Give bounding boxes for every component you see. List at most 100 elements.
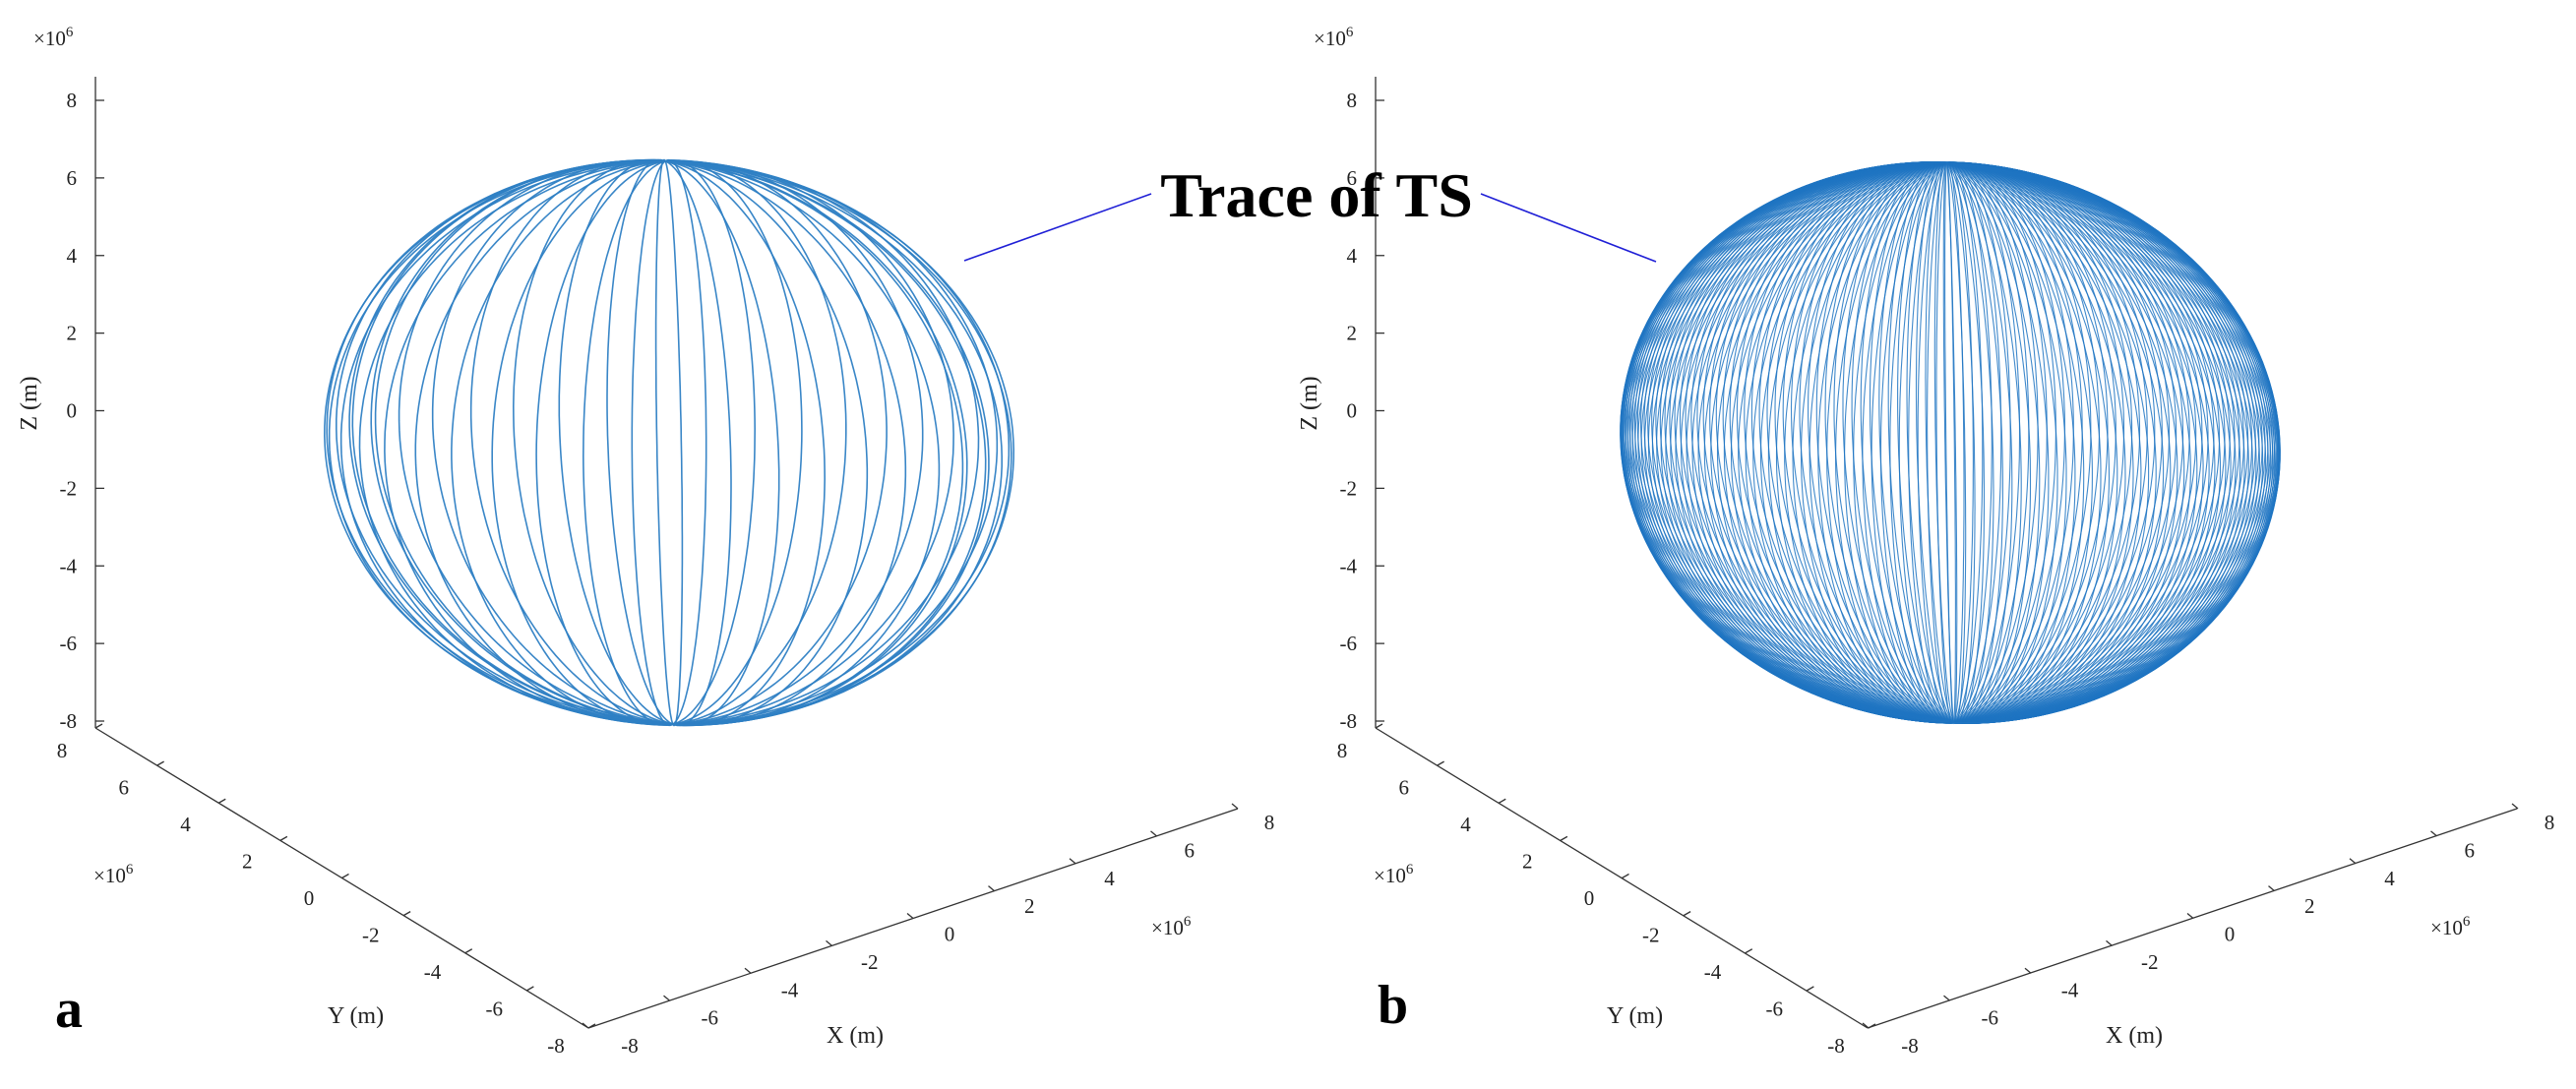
y-tick-label: -4	[1704, 960, 1722, 984]
orbit-line	[1898, 161, 2002, 724]
y-tick-label: -6	[486, 998, 504, 1021]
orbit-line	[1750, 161, 2150, 724]
orbit-line	[654, 158, 684, 727]
x-multiplier-a: ×106	[1151, 914, 1192, 939]
x-tick-mark	[1862, 1022, 1870, 1029]
y-multiplier-a: ×106	[93, 862, 134, 887]
orbit-line	[1745, 161, 2156, 724]
y-tick-label: 6	[1399, 776, 1410, 800]
z-multiplier-b: ×106	[1314, 25, 1354, 50]
y-tick-label: -8	[1827, 1034, 1845, 1058]
x-tick-mark	[2511, 803, 2519, 810]
y-multiplier-b: ×106	[1374, 862, 1414, 887]
y-tick-label: 8	[57, 739, 68, 762]
x-tick-mark	[1943, 995, 1950, 1001]
y-tick-mark	[1745, 948, 1753, 954]
x-tick-label: 8	[1264, 811, 1275, 834]
z-tick-label: -2	[1340, 476, 1358, 500]
x-tick-label: -8	[621, 1034, 639, 1058]
y-tick-label: 4	[1460, 813, 1471, 836]
y-tick-mark	[1807, 986, 1814, 992]
y-tick-mark	[402, 911, 411, 917]
z-tick-label: -6	[1340, 632, 1358, 655]
x-tick-mark	[2349, 858, 2357, 865]
orbit-line	[582, 158, 757, 727]
y-tick-label: 8	[1337, 739, 1348, 762]
x-tick-label: 6	[2465, 838, 2476, 862]
y-tick-mark	[341, 873, 349, 879]
orbit-line	[1933, 161, 1967, 724]
z-tick-label: -8	[1340, 709, 1358, 733]
orbit-line	[1844, 161, 2056, 724]
y-tick-label: -2	[362, 924, 380, 947]
z-tick-label: 4	[67, 244, 78, 268]
y-tick-mark	[94, 723, 103, 729]
z-tick-label: 4	[1347, 244, 1358, 268]
orbit-line	[1842, 160, 2058, 725]
annotation-text: Trace of TS	[1160, 160, 1473, 230]
x-tick-label: -8	[1901, 1034, 1919, 1058]
x-tick-label: -2	[2141, 950, 2159, 974]
orbit-line	[1906, 160, 1994, 725]
orbit-line	[1927, 161, 1974, 724]
z-multiplier-a: ×106	[33, 25, 74, 50]
x-tick-label: 6	[1185, 838, 1196, 862]
y-tick-mark	[217, 798, 226, 804]
z-tick-label: 2	[1347, 322, 1358, 345]
x-tick-label: -6	[1982, 1006, 1999, 1030]
y-tick-label: -8	[547, 1034, 565, 1058]
y-tick-mark	[1622, 873, 1629, 879]
axis-ticks-a: 8 6 4 2 0 -2 -4 -6 -8 8 6 4 2 0 -2 -4 -6 -8 -8 -6 -4 -2 0 2 4 6 8	[57, 89, 1275, 1058]
x-tick-label: -4	[2061, 978, 2079, 1001]
y-tick-mark	[526, 986, 534, 992]
y-axis-label-a: Y (m)	[328, 1003, 384, 1029]
y-tick-label: 4	[180, 813, 191, 836]
orbit-line	[326, 159, 1012, 726]
z-tick-label: -4	[60, 554, 78, 577]
z-tick-label: -4	[1340, 554, 1358, 577]
x-tick-mark	[2024, 967, 2032, 974]
x-tick-mark	[988, 885, 995, 892]
z-axis-label-b: Z (m)	[1297, 376, 1322, 430]
orbit-line	[1767, 161, 2133, 724]
x-axis-label-b: X (m)	[2106, 1023, 2163, 1049]
orbit-line	[1738, 161, 2163, 724]
orbit-line	[384, 159, 954, 726]
y-tick-label: 0	[304, 886, 315, 910]
y-tick-mark	[1868, 1023, 1876, 1029]
x-tick-mark	[744, 967, 752, 974]
orbit-line	[1758, 161, 2142, 724]
x-tick-label: 0	[2225, 923, 2236, 946]
orbit-line	[431, 159, 907, 726]
orbit-line	[606, 158, 732, 727]
panel-a: 8 6 4 2 0 -2 -4 -6 -8 8 6 4 2 0 -2 -4 -6 -8 -8 -6 -4 -2 0 2 4 68 …	[17, 25, 1274, 1058]
x-tick-label: 0	[945, 923, 955, 946]
x-tick-mark	[1150, 830, 1157, 837]
x-tick-label: 2	[1024, 894, 1035, 918]
annotation-leader-left	[963, 193, 1152, 262]
orbit-line	[1835, 161, 2065, 724]
orbit-line	[631, 158, 707, 727]
y-tick-mark	[1375, 723, 1383, 729]
panel-label-a: a	[55, 979, 83, 1040]
orbit-line	[1935, 161, 1965, 724]
annotation-leader-right	[1480, 193, 1657, 263]
orbit-line	[558, 158, 780, 727]
y-tick-label: -4	[424, 960, 442, 984]
z-tick-label: 0	[67, 399, 78, 423]
z-tick-label: 2	[67, 322, 78, 345]
orbit-line	[1833, 160, 2067, 725]
trace-annotation: Trace of TS	[963, 160, 1657, 263]
x-tick-label: 8	[2545, 811, 2555, 834]
z-tick-label: 8	[67, 89, 78, 112]
orbit-trace-b	[1620, 160, 2281, 725]
orbit-line	[1860, 160, 2041, 725]
x-tick-label: -6	[702, 1006, 719, 1030]
orbit-line	[1908, 161, 1993, 724]
y-tick-mark	[1498, 798, 1506, 804]
orbit-line	[1709, 161, 2191, 724]
y-tick-mark	[587, 1023, 596, 1029]
x-tick-label: 4	[2384, 867, 2395, 890]
orbit-line	[1730, 161, 2171, 724]
y-tick-label: 2	[242, 850, 253, 874]
